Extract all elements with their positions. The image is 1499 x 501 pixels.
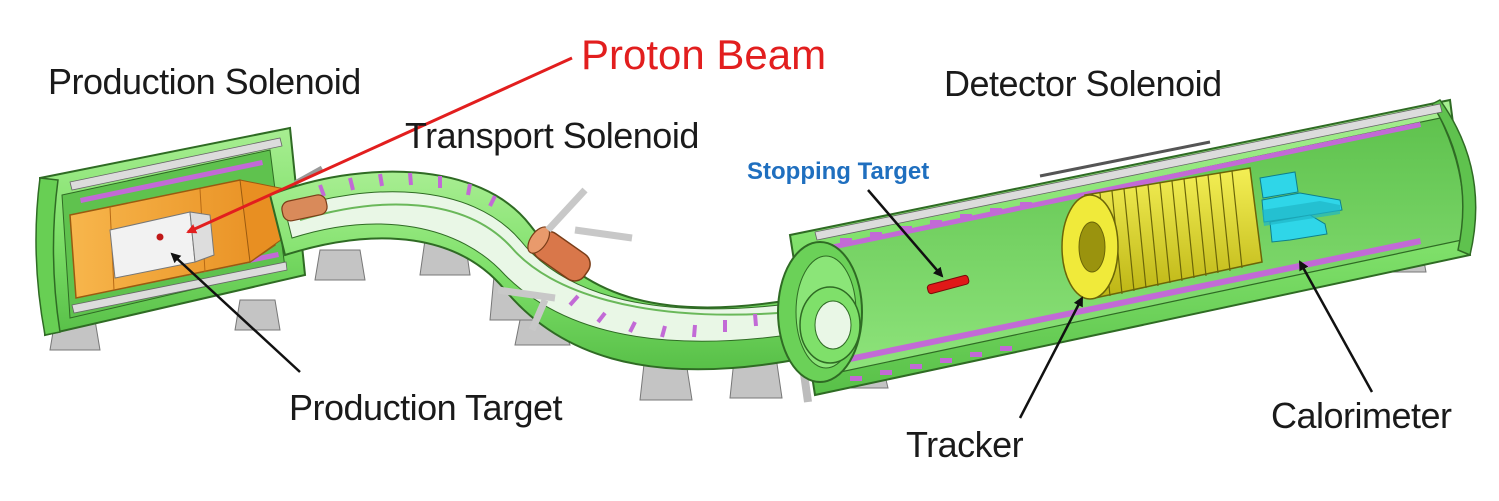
collimator-1 xyxy=(281,194,328,222)
detector-solenoid-label: Detector Solenoid xyxy=(944,63,1222,104)
calorimeter-part xyxy=(1259,171,1343,243)
ps-support-right xyxy=(234,299,281,331)
detector-solenoid xyxy=(777,98,1477,397)
tracker-arrow xyxy=(1018,296,1084,419)
stopping-target-label: Stopping Target xyxy=(747,158,930,185)
proton-beam-arrow xyxy=(186,56,573,234)
stopping-target-arrow xyxy=(867,189,944,278)
proton-beam-label: Proton Beam xyxy=(581,31,827,78)
transport-solenoid-label: Transport Solenoid xyxy=(405,115,699,156)
transport-solenoid xyxy=(268,170,812,403)
production-solenoid-label: Production Solenoid xyxy=(48,61,361,102)
production-solenoid xyxy=(35,126,324,351)
callout-arrows xyxy=(170,56,1374,419)
tracker-part xyxy=(1061,167,1263,300)
production-target-arrow xyxy=(170,252,301,373)
production-target-dot xyxy=(156,233,164,241)
collimator-2 xyxy=(527,226,591,282)
stopping-target-part xyxy=(926,274,970,295)
production-target-label: Production Target xyxy=(289,387,563,428)
tracker-label: Tracker xyxy=(906,424,1024,465)
ts-support-1 xyxy=(314,249,366,281)
calorimeter-label: Calorimeter xyxy=(1271,395,1452,436)
calorimeter-arrow xyxy=(1298,260,1374,393)
